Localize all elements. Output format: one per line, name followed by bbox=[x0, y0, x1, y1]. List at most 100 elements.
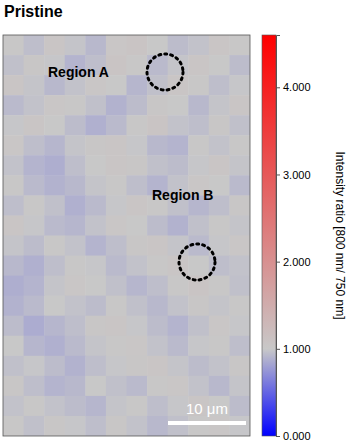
cell bbox=[106, 256, 127, 277]
cell bbox=[85, 115, 106, 136]
cell bbox=[147, 416, 168, 436]
cell bbox=[24, 256, 45, 277]
cell bbox=[209, 115, 230, 136]
cell bbox=[147, 75, 168, 96]
cell bbox=[3, 95, 24, 116]
cell bbox=[188, 95, 209, 116]
cell bbox=[106, 416, 127, 436]
cell bbox=[209, 336, 230, 357]
cell bbox=[106, 75, 127, 96]
cell bbox=[229, 296, 250, 317]
cell bbox=[24, 376, 45, 397]
cell bbox=[168, 135, 189, 156]
cell bbox=[65, 236, 86, 257]
cell bbox=[106, 135, 127, 156]
cell bbox=[209, 35, 230, 56]
cell bbox=[44, 336, 65, 357]
cell bbox=[44, 356, 65, 377]
tick-label: 4.000 bbox=[283, 81, 311, 93]
cell bbox=[24, 356, 45, 377]
cell bbox=[65, 95, 86, 116]
cell bbox=[127, 416, 148, 436]
annotation: Region A bbox=[48, 64, 109, 80]
chart: PristineRegion ARegion B10 μm0.0001.0002… bbox=[0, 0, 358, 441]
cell bbox=[147, 376, 168, 397]
cell bbox=[209, 55, 230, 76]
tick: 0.000 bbox=[276, 430, 311, 441]
cell bbox=[106, 396, 127, 417]
title: Pristine bbox=[4, 3, 63, 20]
cell bbox=[229, 155, 250, 176]
scale-bar-label: 10 μm bbox=[186, 400, 228, 417]
cell bbox=[85, 276, 106, 297]
cell bbox=[65, 336, 86, 357]
cell bbox=[65, 356, 86, 377]
cell bbox=[229, 416, 250, 436]
cell bbox=[44, 195, 65, 216]
cell bbox=[188, 316, 209, 337]
cell bbox=[3, 135, 24, 156]
cell bbox=[127, 55, 148, 76]
cell bbox=[147, 396, 168, 417]
cell bbox=[65, 175, 86, 196]
cell bbox=[229, 115, 250, 136]
tick: 4.000 bbox=[276, 81, 311, 93]
cell bbox=[229, 356, 250, 377]
cell bbox=[24, 396, 45, 417]
cell bbox=[106, 95, 127, 116]
cell bbox=[3, 376, 24, 397]
cell bbox=[106, 115, 127, 136]
cell bbox=[65, 296, 86, 317]
cell bbox=[127, 376, 148, 397]
cell bbox=[168, 155, 189, 176]
cell bbox=[24, 75, 45, 96]
cell bbox=[85, 215, 106, 236]
cell bbox=[127, 356, 148, 377]
cell bbox=[44, 376, 65, 397]
cell bbox=[147, 356, 168, 377]
cell bbox=[44, 316, 65, 337]
tick: 1.000 bbox=[276, 343, 311, 355]
cell bbox=[3, 175, 24, 196]
annotation: Region B bbox=[152, 187, 213, 203]
cell bbox=[188, 155, 209, 176]
cell bbox=[229, 55, 250, 76]
cell bbox=[147, 236, 168, 257]
cell bbox=[229, 195, 250, 216]
cell bbox=[106, 35, 127, 56]
cell bbox=[209, 296, 230, 317]
cell bbox=[85, 296, 106, 317]
region-circle bbox=[147, 54, 183, 90]
cell bbox=[65, 416, 86, 436]
cell bbox=[3, 416, 24, 436]
cell bbox=[168, 356, 189, 377]
cell bbox=[24, 35, 45, 56]
cell bbox=[65, 396, 86, 417]
cell bbox=[188, 75, 209, 96]
cell bbox=[65, 155, 86, 176]
cell bbox=[147, 316, 168, 337]
cell bbox=[127, 75, 148, 96]
cell bbox=[85, 356, 106, 377]
cell bbox=[168, 336, 189, 357]
cell bbox=[44, 95, 65, 116]
cell bbox=[106, 55, 127, 76]
cell bbox=[127, 236, 148, 257]
cell bbox=[209, 75, 230, 96]
cell bbox=[229, 336, 250, 357]
cell bbox=[106, 195, 127, 216]
tick-mark bbox=[276, 262, 280, 263]
tick-mark bbox=[276, 436, 280, 437]
cell bbox=[127, 396, 148, 417]
cell bbox=[106, 376, 127, 397]
cell bbox=[229, 95, 250, 116]
cell bbox=[65, 115, 86, 136]
cell bbox=[85, 135, 106, 156]
cell bbox=[229, 135, 250, 156]
cell bbox=[24, 135, 45, 156]
cell bbox=[44, 416, 65, 436]
cell bbox=[229, 256, 250, 277]
cell bbox=[147, 55, 168, 76]
colorbar-axis-line bbox=[277, 36, 281, 437]
cell bbox=[44, 35, 65, 56]
